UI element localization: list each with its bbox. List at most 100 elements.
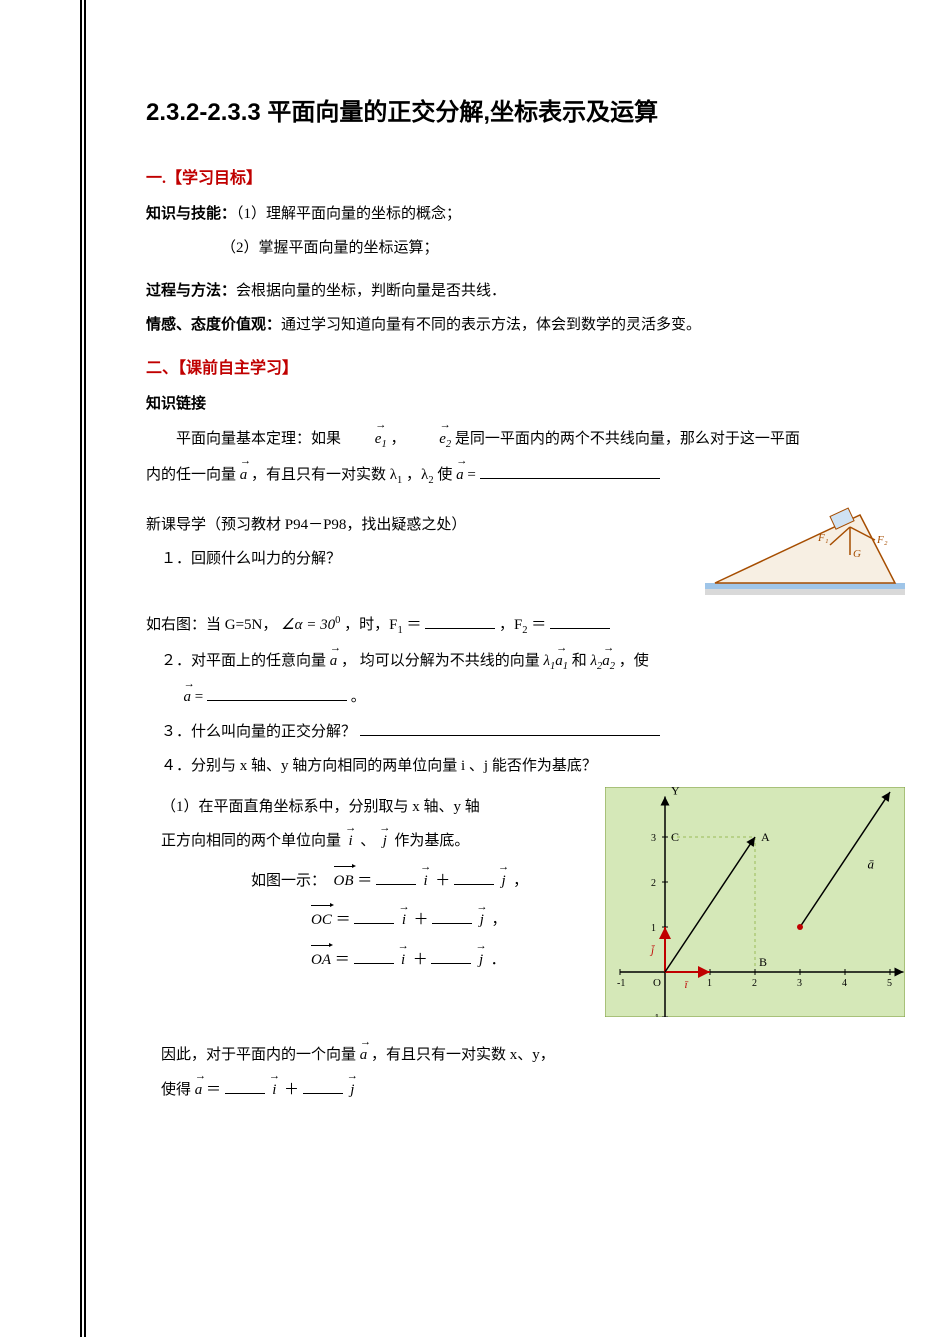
vector-j-3: j: [476, 906, 488, 935]
q1b-a: 如右图：当 G=5N，: [146, 617, 277, 633]
q2-line2: a = 。: [146, 683, 905, 712]
knowledge-skill-1: （1）理解平面向量的坐标的概念；: [236, 206, 461, 222]
eq-plus-2: ＋: [414, 912, 429, 928]
vector-e2: e2: [409, 425, 451, 455]
q1: １．回顾什么叫力的分解？: [146, 545, 685, 574]
vec-OA: OA: [311, 945, 331, 975]
eq-line-2: OC ＝ i ＋ j ，: [146, 905, 585, 935]
q4-line: ４．分别与 x 轴、y 轴方向相同的两单位向量 i 、j 能否作为基底？: [146, 752, 905, 781]
theorem-line1: 平面向量基本定理：如果 e1 ， e2 是同一平面内的两个不共线向量，那么对于这…: [146, 425, 905, 455]
eq-eq-1: ＝: [357, 873, 372, 889]
vec-OC: OC: [311, 905, 332, 935]
vector-a2-b: a2: [602, 647, 615, 677]
concl2-a: 使得: [161, 1082, 191, 1098]
concl2-eq: ＝: [206, 1082, 221, 1098]
svg-text:-1: -1: [651, 1013, 659, 1017]
guide-row: 新课导学（预习教材 P94－P98，找出疑惑之处） １．回顾什么叫力的分解？ F…: [146, 505, 905, 606]
svg-text:1: 1: [707, 978, 712, 989]
q1b-c: ＝: [406, 617, 421, 633]
blank-ob-j: [454, 870, 494, 885]
svg-text:-1: -1: [617, 978, 625, 989]
coordinate-chart: -112345-1123ABCOXYīj̄ā: [605, 787, 905, 1017]
svg-text:ā: ā: [868, 856, 875, 871]
svg-text:F₁: F₁: [817, 532, 829, 544]
vector-j-2: j: [498, 867, 510, 896]
incline-diagram: F₁F₂G: [705, 505, 905, 595]
vector-i-3: i: [398, 906, 410, 935]
svg-text:Y: Y: [671, 787, 680, 798]
svg-text:3: 3: [651, 833, 656, 844]
theorem-pre: 平面向量基本定理：如果: [176, 431, 341, 447]
svg-text:1: 1: [651, 923, 656, 934]
vector-i-4: i: [397, 946, 409, 975]
vector-a-6: a: [195, 1076, 203, 1105]
q2-line1: ２．对平面上的任意向量 a ， 均可以分解为不共线的向量 λ1a1 和 λ2a2…: [146, 647, 905, 677]
vector-i-2: i: [420, 867, 432, 896]
conclusion-line2: 使得 a ＝ i ＋ j: [146, 1076, 905, 1105]
q3-line: ３．什么叫向量的正交分解？: [146, 718, 905, 747]
concl-a: 因此，对于平面内的一个向量: [161, 1047, 360, 1063]
conclusion-line1: 因此，对于平面内的一个向量 a ，有且只有一对实数 x、y，: [146, 1041, 905, 1070]
vector-a-4: a: [184, 683, 192, 712]
blank-oa-j: [431, 949, 471, 964]
guide-text: 新课导学（预习教材 P94－P98，找出疑惑之处）: [146, 511, 685, 540]
q4: ４．分别与 x 轴、y 轴方向相同的两单位向量 i 、j 能否作为基底？: [161, 758, 597, 774]
emotion-text: 通过学习知道向量有不同的表示方法，体会到数学的灵活多变。: [281, 317, 701, 333]
svg-text:4: 4: [842, 978, 847, 989]
theorem-l2a: 内的任一向量: [146, 467, 236, 483]
theorem-line2: 内的任一向量 a ，有且只有一对实数 λ1 ，λ2 使 a =: [146, 461, 905, 491]
q2c: 和: [572, 653, 591, 669]
q4-1c: 、: [360, 833, 375, 849]
blank-f2: [550, 614, 610, 629]
blank-oc-j: [432, 909, 472, 924]
emotion-line: 情感、态度价值观：通过学习知道向量有不同的表示方法，体会到数学的灵活多变。: [146, 311, 905, 340]
eq-eq-2: ＝: [336, 912, 351, 928]
knowledge-link-sub: 知识链接: [146, 390, 905, 419]
svg-text:2: 2: [752, 978, 757, 989]
svg-text:C: C: [671, 830, 679, 844]
blank-q2: [207, 686, 347, 701]
lambda2a2: λ2: [591, 653, 603, 669]
theorem-l2b: ，有且只有一对实数 λ: [251, 467, 397, 483]
vector-a1: a1: [555, 647, 568, 677]
knowledge-skill-2: （2）掌握平面向量的坐标运算；: [146, 234, 905, 263]
blank-f1: [425, 614, 495, 629]
q4-text-col: （1）在平面直角坐标系中，分别取与 x 轴、y 轴 正方向相同的两个单位向量 i…: [146, 787, 585, 985]
eq-plus-3: ＋: [413, 952, 428, 968]
theorem-l2d: 使: [437, 467, 452, 483]
eq-lead: 如图一示：: [251, 873, 326, 889]
process-text: 会根据向量的坐标，判断向量是否共线．: [236, 283, 506, 299]
q2d: ，使: [619, 653, 649, 669]
eq-line-3: OA ＝ i ＋ j ．: [146, 945, 585, 975]
knowledge-skill-label: 知识与技能：: [146, 206, 236, 222]
q1b-b: ，时，F: [344, 617, 397, 633]
blank-oa-i: [354, 949, 394, 964]
angle-expr: ∠α = 30: [281, 617, 335, 633]
vector-a-2: a: [456, 461, 464, 490]
knowledge-skill-line1: 知识与技能：（1）理解平面向量的坐标的概念；: [146, 200, 905, 229]
section-1-heading: 一.【学习目标】: [146, 164, 905, 194]
eq-line-1: 如图一示： OB ＝ i ＋ j ，: [146, 866, 585, 896]
vector-i-5: i: [269, 1076, 281, 1105]
theorem-l2c: ，λ: [406, 467, 428, 483]
vector-a-1: a: [240, 461, 248, 490]
q1-fill: 如右图：当 G=5N， ∠α = 300 ，时，F1 ＝ ，F2 ＝: [146, 611, 905, 641]
guide-col: 新课导学（预习教材 P94－P98，找出疑惑之处） １．回顾什么叫力的分解？: [146, 505, 685, 580]
q1b-d: ，F: [499, 617, 522, 633]
vector-e1: e1: [345, 425, 387, 455]
vec-OB: OB: [334, 866, 354, 896]
figure-2-block: -112345-1123ABCOXYīj̄ā: [605, 787, 905, 1028]
svg-text:3: 3: [797, 978, 802, 989]
q4-1b: 正方向相同的两个单位向量: [161, 833, 345, 849]
eq-eq-3: ＝: [335, 952, 350, 968]
section-2-heading: 二、【课前自主学习】: [146, 354, 905, 384]
emotion-label: 情感、态度价值观：: [146, 317, 281, 333]
svg-text:5: 5: [887, 978, 892, 989]
vector-i-1: i: [345, 827, 357, 856]
vector-a-5: a: [360, 1041, 368, 1070]
q4-1b-line: 正方向相同的两个单位向量 i 、 j 作为基底。: [146, 827, 585, 856]
q2a: ２．对平面上的任意向量: [161, 653, 326, 669]
svg-text:O: O: [653, 977, 661, 989]
vector-j-1: j: [379, 827, 391, 856]
process-label: 过程与方法：: [146, 283, 236, 299]
